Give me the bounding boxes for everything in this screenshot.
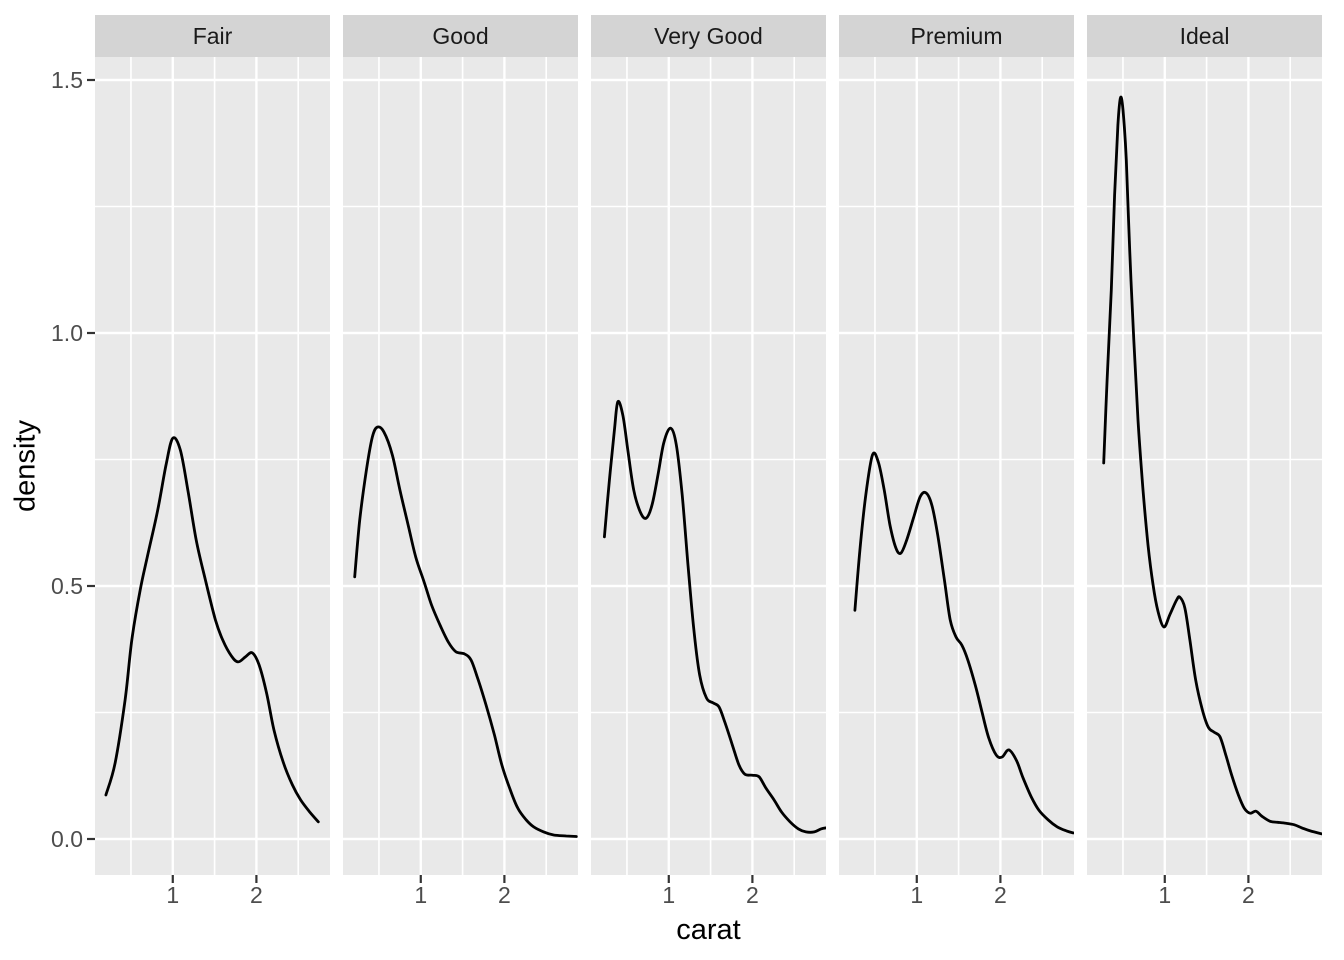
facet-strip-label: Ideal (1180, 23, 1230, 49)
x-tick-label: 2 (498, 882, 511, 908)
y-tick-label: 0.5 (51, 573, 83, 599)
panel-background (95, 57, 330, 875)
x-tick-label: 2 (994, 882, 1007, 908)
y-tick-label: 0.0 (51, 826, 83, 852)
facet-strip (1087, 15, 1322, 57)
x-axis-title: carat (676, 914, 741, 946)
facet-strip-label: Very Good (654, 23, 763, 49)
y-axis: 0.0 0.5 1.0 1.5 (51, 67, 95, 852)
facet-strip-label: Fair (193, 23, 233, 49)
y-tick-label: 1.5 (51, 67, 83, 93)
x-tick-label: 2 (746, 882, 759, 908)
facet-strip (839, 15, 1074, 57)
panel-background (343, 57, 578, 875)
facet-very-good: Very Good 1 2 (591, 15, 826, 908)
x-tick-label: 1 (910, 882, 923, 908)
density-curve (853, 451, 1074, 835)
facet-fair: Fair 1 2 (95, 15, 330, 908)
facet-strip-label: Premium (910, 23, 1002, 49)
density-curve (353, 425, 578, 838)
x-tick-label: 1 (662, 882, 675, 908)
x-tick-label: 1 (1158, 882, 1171, 908)
y-axis-title: density (9, 420, 42, 512)
facet-ideal: Ideal 1 2 (1087, 15, 1322, 908)
y-tick-label: 1.0 (51, 320, 83, 346)
x-tick-label: 1 (166, 882, 179, 908)
density-curve (1102, 95, 1322, 836)
density-curve (603, 399, 826, 834)
facet-strip (343, 15, 578, 57)
facet-good: Good 1 2 (343, 15, 578, 908)
density-curve (104, 436, 320, 824)
x-tick-label: 2 (1242, 882, 1255, 908)
facet-strip (95, 15, 330, 57)
x-tick-label: 2 (250, 882, 263, 908)
x-tick-label: 1 (414, 882, 427, 908)
facet-premium: Premium 1 2 (839, 15, 1074, 908)
facet-strip (591, 15, 826, 57)
facet-strip-label: Good (432, 23, 488, 49)
